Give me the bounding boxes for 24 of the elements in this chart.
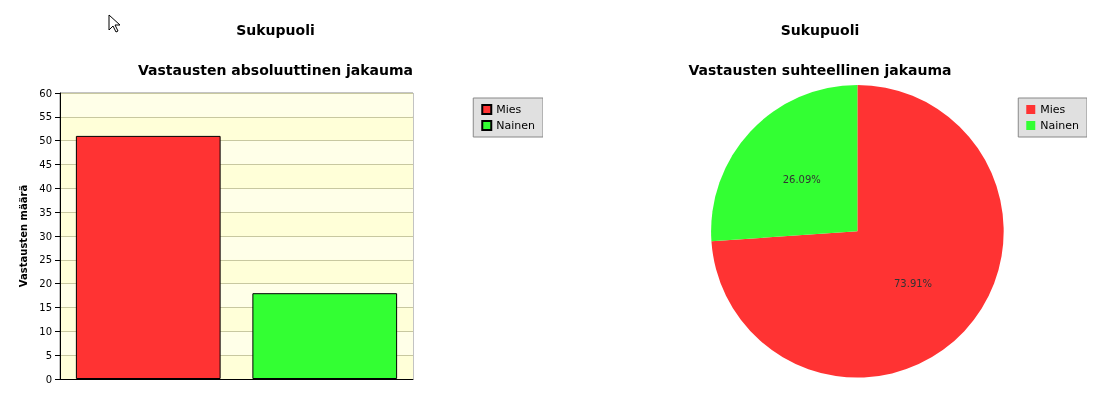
y-tick-label: 40 [39, 182, 52, 194]
y-tick-label: 50 [39, 135, 52, 147]
legend-label: Nainen [496, 119, 536, 132]
y-tick-label: 5 [45, 349, 52, 361]
legend-label: Mies [496, 103, 522, 116]
data-label: 26.09% [782, 173, 821, 185]
legend-label: Nainen [1040, 119, 1080, 132]
y-tick-label: 30 [39, 230, 52, 242]
chart-subtitle: Vastausten absoluuttinen jakauma [138, 62, 413, 78]
y-axis-title: Vastausten määrä [17, 184, 29, 288]
legend-label: Mies [1040, 103, 1066, 116]
chart-subtitle: Vastausten suhteellinen jakauma [688, 62, 952, 78]
y-tick-label: 25 [39, 254, 52, 266]
y-tick-label: 60 [39, 87, 52, 99]
y-tick-label: 20 [39, 278, 52, 290]
y-tick-label: 10 [39, 325, 52, 337]
y-tick-label: 0 [45, 373, 52, 385]
chart-title: Sukupuoli [236, 22, 315, 38]
y-tick-label: 35 [39, 206, 52, 218]
y-tick-label: 45 [39, 159, 52, 170]
chart-title: Sukupuoli [780, 22, 860, 38]
data-label: 73.91% [893, 277, 933, 289]
y-tick-label: 15 [39, 302, 52, 313]
y-tick-label: 55 [39, 111, 52, 123]
